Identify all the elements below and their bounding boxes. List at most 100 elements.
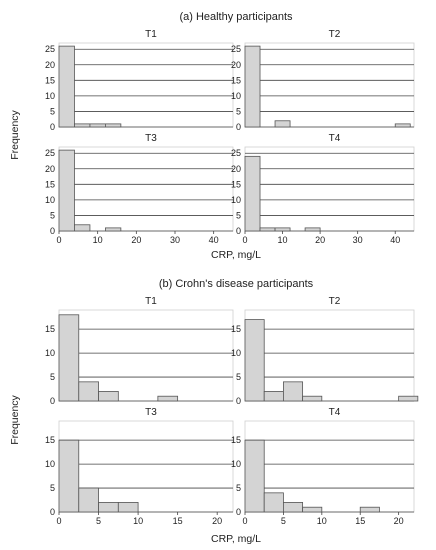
x-tick-label: 0 — [242, 516, 247, 526]
histogram-bar — [78, 381, 99, 402]
y-tick-label: 15 — [231, 435, 241, 445]
histogram-bar — [394, 123, 411, 128]
y-axis-label-b: Frequency — [9, 394, 21, 444]
y-tick-label: 10 — [231, 459, 241, 469]
histogram-bar — [58, 45, 75, 128]
y-tick-label: 15 — [231, 75, 241, 85]
histogram-bar — [283, 502, 304, 513]
y-tick-label: 15 — [231, 179, 241, 189]
histogram-bar — [58, 314, 80, 402]
panel-frame — [244, 309, 415, 402]
y-tick-label: 10 — [45, 195, 55, 205]
histogram-bar — [263, 391, 284, 402]
histogram-bar — [157, 395, 179, 402]
y-tick-label: 25 — [231, 148, 241, 158]
x-tick-label: 10 — [278, 235, 288, 245]
y-tick-label: 0 — [50, 122, 55, 132]
y-tick-label: 20 — [45, 60, 55, 70]
y-tick-label: 5 — [50, 210, 55, 220]
histogram-bar — [98, 502, 119, 513]
y-tick-label: 0 — [236, 507, 241, 517]
y-tick-label: 25 — [231, 44, 241, 54]
histogram-bar — [302, 395, 323, 402]
panel-b-t1: 0 5 10 15 T1 — [45, 296, 234, 406]
panel-frame — [244, 146, 415, 232]
panel-title: T4 — [329, 133, 341, 144]
y-axis-label-a: Frequency — [9, 109, 21, 159]
y-tick-label: 15 — [231, 324, 241, 334]
histogram-bar — [244, 155, 261, 232]
x-tick-label: 10 — [317, 516, 327, 526]
y-tick-label: 0 — [236, 396, 241, 406]
panel-a-t2: 0 5 10 15 20 25 T2 — [231, 29, 415, 132]
x-tick-label: 40 — [390, 235, 400, 245]
x-tick-label: 0 — [242, 235, 247, 245]
histogram-bar — [259, 227, 276, 232]
histogram-bar — [244, 45, 261, 128]
histogram-panels: 0 5 10 15 20 25 T1 0 5 10 15 20 25 T2 0 5 10 15 20 25 0 10 20 3… — [45, 29, 419, 526]
y-tick-label: 5 — [50, 483, 55, 493]
x-tick-label: 15 — [173, 516, 183, 526]
panel-title: T4 — [329, 407, 341, 418]
x-axis-label-a: CRP, mg/L — [211, 249, 261, 261]
y-tick-label: 10 — [45, 348, 55, 358]
histogram-bar — [58, 439, 80, 513]
histogram-bar — [117, 502, 139, 513]
y-tick-label: 0 — [236, 226, 241, 236]
y-tick-label: 10 — [231, 195, 241, 205]
x-tick-label: 20 — [212, 516, 222, 526]
y-tick-label: 5 — [236, 106, 241, 116]
histogram-bar — [74, 123, 91, 128]
histogram-bar — [359, 506, 380, 513]
panel-a-t4: 0 5 10 15 20 25 0 10 20 30 40 T4 — [231, 133, 415, 245]
panel-title: T3 — [145, 133, 157, 144]
histogram-bar — [89, 123, 106, 128]
x-tick-label: 5 — [281, 516, 286, 526]
y-tick-label: 20 — [231, 164, 241, 174]
histogram-bar — [302, 506, 323, 513]
y-tick-label: 0 — [50, 507, 55, 517]
x-tick-label: 0 — [56, 516, 61, 526]
y-tick-label: 15 — [45, 324, 55, 334]
y-tick-label: 0 — [236, 122, 241, 132]
panel-title: T3 — [145, 407, 157, 418]
x-tick-label: 30 — [170, 235, 180, 245]
x-tick-label: 15 — [355, 516, 365, 526]
panel-title: T1 — [145, 29, 157, 40]
y-tick-label: 5 — [50, 106, 55, 116]
y-tick-label: 20 — [231, 60, 241, 70]
x-tick-label: 20 — [394, 516, 404, 526]
panel-title: T1 — [145, 296, 157, 307]
y-tick-label: 5 — [236, 483, 241, 493]
section-title-a: (a) Healthy participants — [179, 11, 293, 23]
histogram-bar — [274, 227, 291, 232]
x-tick-label: 0 — [56, 235, 61, 245]
x-tick-label: 30 — [353, 235, 363, 245]
section-title-b: (b) Crohn's disease participants — [159, 278, 314, 290]
histogram-bar — [58, 149, 75, 232]
y-tick-label: 5 — [236, 210, 241, 220]
x-tick-label: 20 — [131, 235, 141, 245]
panel-a-t1: 0 5 10 15 20 25 T1 — [45, 29, 234, 132]
panel-a-t3: 0 5 10 15 20 25 0 10 20 30 40 T3 — [45, 133, 234, 245]
y-tick-label: 15 — [45, 179, 55, 189]
y-tick-label: 10 — [231, 348, 241, 358]
panel-b-t2: 0 5 10 15 T2 — [231, 296, 419, 406]
x-tick-label: 40 — [209, 235, 219, 245]
histogram-bar — [105, 123, 122, 128]
panel-frame — [244, 42, 415, 128]
y-tick-label: 25 — [45, 44, 55, 54]
histogram-bar — [283, 381, 304, 402]
y-tick-label: 20 — [45, 164, 55, 174]
histogram-bar — [304, 227, 321, 232]
y-tick-label: 25 — [45, 148, 55, 158]
y-tick-label: 15 — [45, 75, 55, 85]
histogram-bar — [398, 395, 419, 402]
histogram-bar — [263, 492, 284, 513]
histogram-bar — [244, 319, 265, 402]
histogram-bar — [244, 439, 265, 513]
y-tick-label: 0 — [50, 226, 55, 236]
panel-frame — [58, 42, 234, 128]
histogram-bar — [74, 224, 91, 232]
